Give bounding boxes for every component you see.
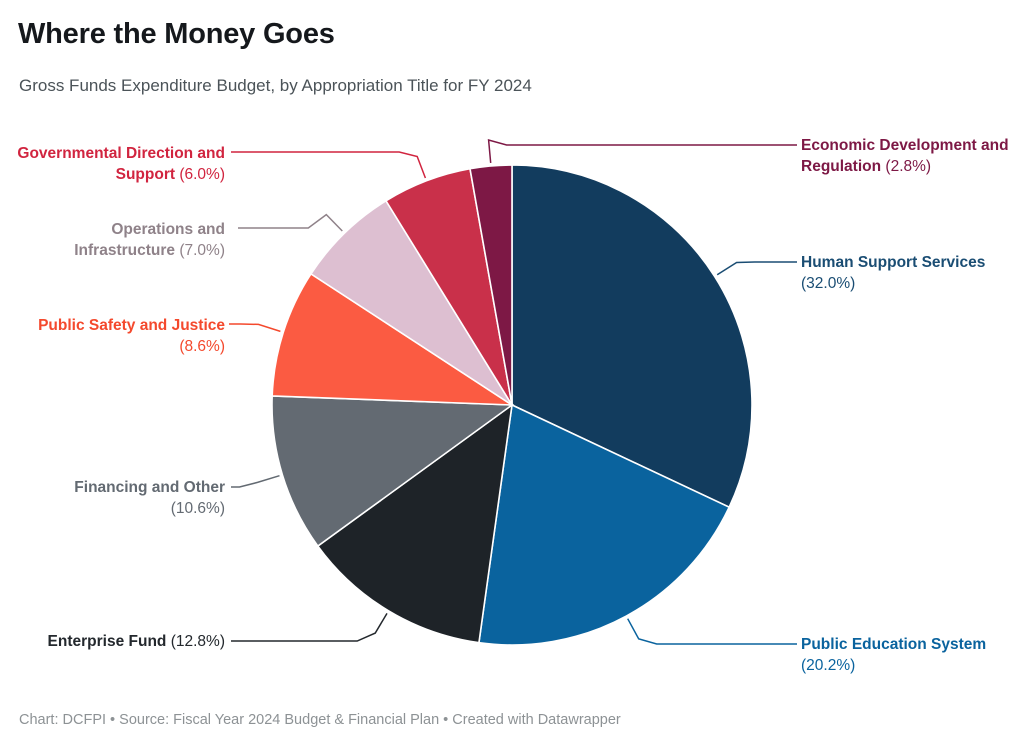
pie-leader-line xyxy=(238,213,343,232)
slice-label-human-support-services[interactable]: Human Support Services (32.0%) xyxy=(801,253,1001,294)
slice-label-text-2: Justice xyxy=(171,317,225,334)
pie-slice[interactable] xyxy=(511,164,753,509)
slice-label-text: Financing and Other xyxy=(74,479,225,496)
pie-leader-line xyxy=(231,613,388,642)
pie-slice[interactable] xyxy=(271,272,515,406)
pie-connector-group xyxy=(229,138,797,645)
slice-label-governmental-direction-and-support[interactable]: Governmental Direction and Support (6.0%… xyxy=(10,144,225,185)
slice-label-financing-and-other[interactable]: Financing and Other (10.6%) xyxy=(20,478,225,519)
slice-label-percent: (10.6%) xyxy=(170,499,225,517)
slice-label-economic-development-and-regulation[interactable]: Economic Development and Regulation (2.8… xyxy=(801,136,1016,177)
pie-slice-group[interactable] xyxy=(271,164,753,646)
pie-leader-line xyxy=(231,474,280,488)
slice-label-percent: (2.8%) xyxy=(885,157,932,175)
slice-label-text: Human Support xyxy=(801,254,918,271)
pie-slice[interactable] xyxy=(316,403,514,644)
slice-label-text: Governmental xyxy=(17,145,122,162)
slice-label-operations-and-infrastructure[interactable]: Operations and Infrastructure (7.0%) xyxy=(25,220,225,261)
slice-label-percent: (7.0%) xyxy=(179,241,225,259)
slice-label-text-2: Direction and Support xyxy=(115,145,225,183)
pie-slice[interactable] xyxy=(469,164,513,406)
slice-label-text: Public Education xyxy=(801,636,927,653)
slice-label-percent: (6.0%) xyxy=(179,165,225,183)
pie-leader-line xyxy=(231,151,427,179)
slice-label-percent: (12.8%) xyxy=(170,633,225,650)
slice-label-text: Economic Development and xyxy=(801,137,1009,154)
pie-leader-line xyxy=(229,323,281,333)
slice-label-text: Enterprise Fund xyxy=(47,633,167,650)
slice-label-enterprise-fund[interactable]: Enterprise Fund (12.8%) xyxy=(45,632,225,653)
slice-label-percent: (32.0%) xyxy=(801,274,856,292)
slice-label-text: Public Safety and xyxy=(38,317,168,334)
slice-label-text-2: Services xyxy=(921,254,986,271)
pie-leader-line xyxy=(487,138,797,163)
pie-slice[interactable] xyxy=(271,395,515,548)
page-title: Where the Money Goes xyxy=(18,18,335,50)
pie-leader-line xyxy=(627,618,797,645)
pie-leader-line xyxy=(716,261,797,276)
slice-label-public-safety-and-justice[interactable]: Public Safety and Justice (8.6%) xyxy=(35,316,225,357)
slice-label-public-education-system[interactable]: Public Education System (20.2%) xyxy=(801,635,1001,676)
slice-label-text-2: Infrastructure xyxy=(74,241,176,259)
slice-label-text: Operations and xyxy=(111,221,225,238)
slice-label-text-2: Regulation xyxy=(801,157,882,175)
slice-label-percent: (8.6%) xyxy=(179,337,225,355)
slice-label-text-2: System xyxy=(931,636,987,653)
chart-footer: Chart: DCFPI • Source: Fiscal Year 2024 … xyxy=(19,712,621,728)
chart-subtitle: Gross Funds Expenditure Budget, by Appro… xyxy=(19,76,532,95)
pie-slice[interactable] xyxy=(478,403,731,646)
slice-label-percent: (20.2%) xyxy=(801,656,856,674)
pie-slice[interactable] xyxy=(309,199,513,406)
